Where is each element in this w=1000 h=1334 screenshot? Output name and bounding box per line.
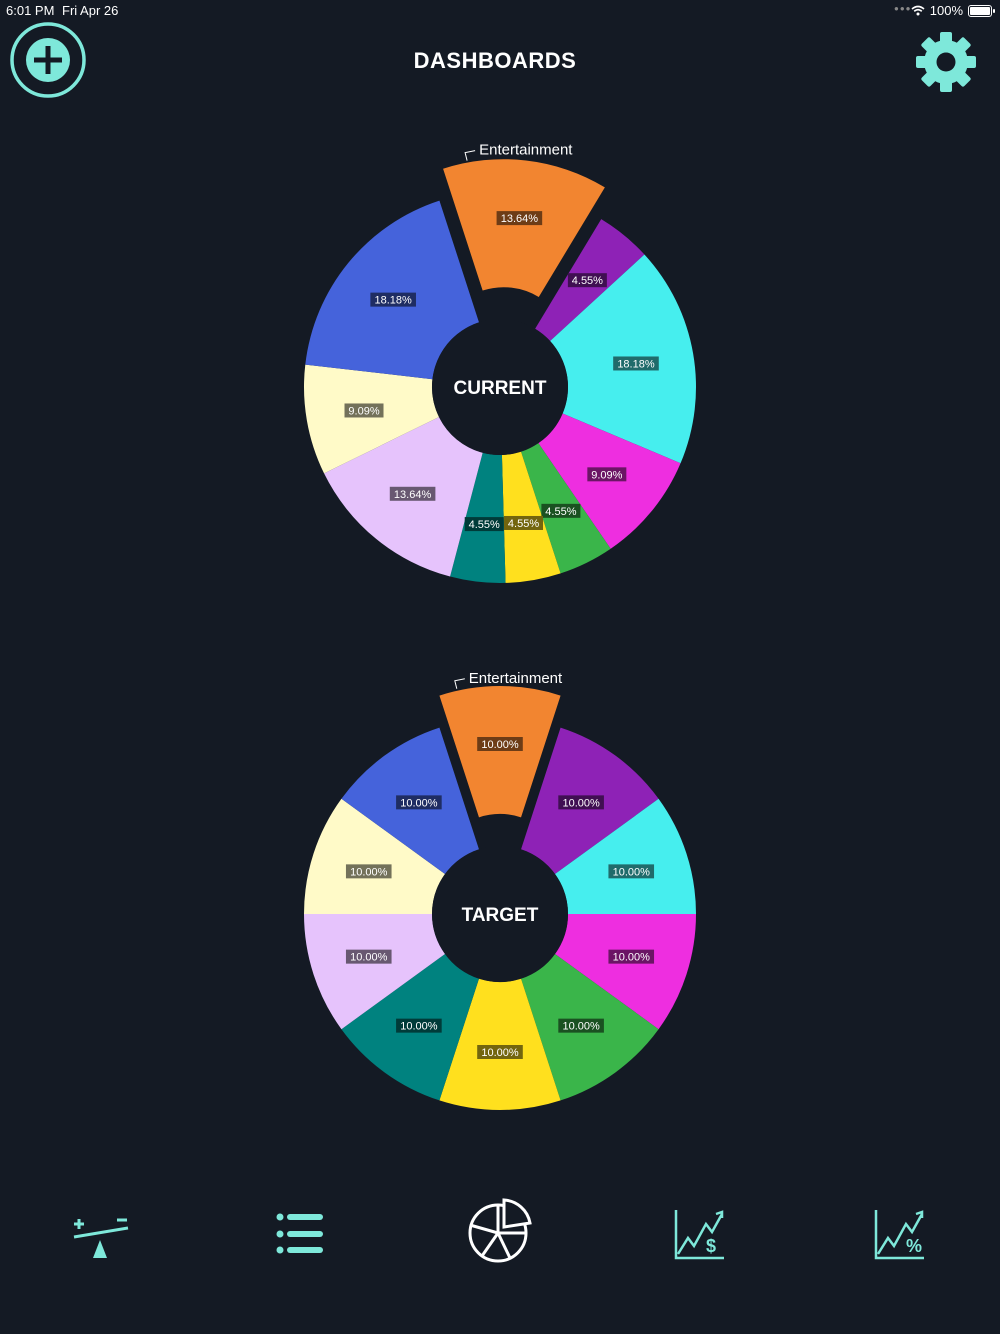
slice-percent-label: 10.00% bbox=[558, 795, 604, 810]
pie-slice[interactable] bbox=[443, 159, 605, 297]
status-time: 6:01 PM bbox=[6, 3, 55, 18]
tab-bar: $ % bbox=[0, 1190, 1000, 1280]
chart-center-hole bbox=[432, 319, 568, 455]
pie-slice[interactable] bbox=[555, 914, 696, 1030]
add-button[interactable] bbox=[10, 22, 88, 100]
gear-icon bbox=[916, 32, 976, 92]
svg-text:%: % bbox=[906, 1236, 922, 1256]
slice-percent-label: 10.00% bbox=[345, 864, 392, 879]
pie-chart-icon bbox=[468, 1198, 532, 1263]
slice-percent-label: 4.55% bbox=[541, 503, 581, 518]
svg-text:13.64%: 13.64% bbox=[501, 213, 539, 225]
slice-percent-label: 13.64% bbox=[496, 211, 543, 226]
pie-slice[interactable] bbox=[439, 978, 561, 1110]
svg-text:10.00%: 10.00% bbox=[481, 739, 519, 751]
tab-rebalance[interactable] bbox=[60, 1190, 140, 1270]
current-pie-chart[interactable]: Entertainment 13.64% 4.55% 18.18% 9.09% 4.55%… bbox=[0, 118, 1000, 638]
slice-percent-label: 10.00% bbox=[558, 1018, 604, 1033]
callout-line bbox=[464, 150, 476, 161]
callout-label: Entertainment bbox=[479, 142, 573, 159]
page-title: DASHBOARDS bbox=[413, 48, 577, 73]
svg-text:10.00%: 10.00% bbox=[481, 1047, 519, 1059]
svg-text:10.00%: 10.00% bbox=[562, 1021, 600, 1033]
tab-performance-percent[interactable]: % bbox=[860, 1190, 940, 1270]
svg-text:9.09%: 9.09% bbox=[348, 405, 379, 417]
svg-text:4.55%: 4.55% bbox=[508, 518, 539, 530]
slice-percent-label: 4.55% bbox=[464, 517, 504, 532]
svg-text:9.09%: 9.09% bbox=[591, 469, 622, 481]
status-right: 100% bbox=[911, 3, 995, 18]
svg-text:13.64%: 13.64% bbox=[394, 489, 432, 501]
add-circle-icon bbox=[10, 22, 86, 98]
battery-percent: 100% bbox=[929, 3, 963, 18]
chart-dollar-icon: $ bbox=[674, 1210, 724, 1260]
battery-icon bbox=[968, 4, 995, 17]
pie-slice[interactable] bbox=[304, 798, 445, 914]
slice-percent-label: 4.55% bbox=[504, 515, 544, 530]
slice-percent-label: 9.09% bbox=[587, 467, 627, 482]
pie-slice[interactable] bbox=[555, 798, 696, 914]
chart-percent-icon: % bbox=[874, 1210, 924, 1260]
tab-dashboards[interactable] bbox=[460, 1190, 540, 1270]
slice-percent-label: 13.64% bbox=[389, 486, 436, 501]
slice-percent-label: 18.18% bbox=[613, 356, 659, 371]
svg-text:10.00%: 10.00% bbox=[350, 866, 388, 878]
slice-percent-label: 10.00% bbox=[477, 1045, 523, 1059]
svg-text:10.00%: 10.00% bbox=[613, 866, 651, 878]
callout-line bbox=[454, 678, 465, 689]
slice-percent-label: 10.00% bbox=[396, 1018, 442, 1033]
tab-list[interactable] bbox=[260, 1190, 340, 1270]
callout-label: Entertainment bbox=[469, 670, 563, 687]
status-bar: 6:01 PM Fri Apr 26 ●●● 100% bbox=[0, 0, 1000, 22]
tab-performance-dollar[interactable]: $ bbox=[660, 1190, 740, 1270]
slice-percent-label: 9.09% bbox=[344, 403, 384, 418]
chart-center-label: TARGET bbox=[462, 905, 539, 926]
header: DASHBOARDS bbox=[0, 22, 1000, 102]
svg-text:10.00%: 10.00% bbox=[562, 797, 600, 809]
slice-percent-label: 18.18% bbox=[370, 292, 416, 307]
svg-text:10.00%: 10.00% bbox=[350, 952, 388, 964]
slice-percent-label: 10.00% bbox=[608, 864, 655, 879]
svg-text:4.55%: 4.55% bbox=[572, 275, 603, 287]
svg-text:18.18%: 18.18% bbox=[617, 358, 655, 370]
target-pie-chart[interactable]: Entertainment 10.00% 10.00% 10.00% 10.00% 10.… bbox=[0, 645, 1000, 1165]
status-date: Fri Apr 26 bbox=[62, 3, 119, 18]
svg-text:10.00%: 10.00% bbox=[400, 1021, 438, 1033]
svg-text:10.00%: 10.00% bbox=[400, 797, 438, 809]
pie-slice[interactable] bbox=[305, 200, 479, 380]
settings-button[interactable] bbox=[914, 30, 978, 94]
chart-center-label: CURRENT bbox=[454, 378, 547, 399]
svg-text:18.18%: 18.18% bbox=[375, 295, 413, 307]
slice-percent-label: 10.00% bbox=[608, 949, 655, 964]
svg-text:$: $ bbox=[706, 1236, 716, 1256]
pie-slice[interactable] bbox=[439, 686, 561, 818]
pie-slice[interactable] bbox=[304, 914, 445, 1030]
balance-scale-icon bbox=[73, 1218, 129, 1258]
svg-text:10.00%: 10.00% bbox=[613, 952, 651, 964]
list-icon bbox=[276, 1213, 323, 1254]
slice-percent-label: 10.00% bbox=[345, 949, 392, 964]
multitasking-dots-icon: ●●● bbox=[894, 4, 912, 13]
svg-text:4.55%: 4.55% bbox=[469, 519, 500, 531]
svg-text:4.55%: 4.55% bbox=[545, 506, 576, 518]
slice-percent-label: 4.55% bbox=[567, 273, 607, 288]
slice-percent-label: 10.00% bbox=[477, 737, 523, 751]
chart-center-hole bbox=[432, 846, 568, 982]
pie-slice[interactable] bbox=[304, 364, 439, 474]
wifi-icon bbox=[911, 5, 925, 16]
slice-percent-label: 10.00% bbox=[396, 795, 442, 810]
